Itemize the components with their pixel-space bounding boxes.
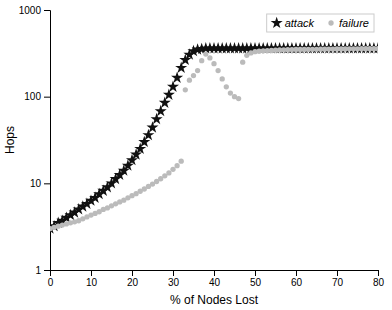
tick-mark — [173, 270, 174, 276]
point — [183, 87, 188, 92]
tick: 1000 — [19, 5, 50, 16]
point — [191, 73, 196, 78]
tick-label: 10 — [86, 277, 98, 288]
plot: 0 10 20 30 40 50 60 70 80 1 10 100 1000 attack failure — [19, 5, 385, 288]
tick-label: 1000 — [19, 5, 42, 16]
tick-label: 80 — [373, 277, 385, 288]
x-axis-title: % of Nodes Lost — [170, 293, 259, 307]
point — [228, 90, 233, 95]
y-axis-title: Hops — [3, 126, 17, 154]
point — [220, 76, 225, 81]
point — [375, 46, 378, 51]
point — [203, 51, 208, 56]
tick: 10 — [86, 270, 98, 288]
tick: 40 — [209, 270, 221, 288]
point — [159, 96, 171, 107]
tick: 80 — [373, 270, 385, 288]
legend-box — [267, 14, 374, 32]
legend-item: failure — [328, 17, 369, 29]
tick-mark — [214, 270, 215, 276]
tick-mark — [44, 270, 50, 271]
point — [155, 105, 167, 116]
point — [372, 42, 378, 53]
point — [179, 159, 184, 164]
point — [215, 68, 220, 73]
tick: 1 — [35, 265, 50, 276]
tick: 60 — [291, 270, 303, 288]
tick: 0 — [48, 270, 54, 288]
tick-mark — [296, 270, 297, 276]
point — [163, 88, 175, 99]
tick-mark — [337, 270, 338, 276]
legend: attack failure — [267, 14, 374, 32]
x-axis: 0 10 20 30 40 50 60 70 80 — [48, 270, 385, 288]
tick-label: 0 — [48, 277, 54, 288]
point — [171, 71, 183, 82]
point — [174, 163, 179, 168]
tick-label: 1 — [35, 265, 41, 276]
y-axis: 1 10 100 1000 — [19, 5, 51, 276]
legend-symbol — [328, 20, 333, 25]
tick-label: 30 — [168, 277, 180, 288]
legend-label: attack — [285, 17, 315, 29]
legend-symbol — [271, 17, 283, 28]
tick: 70 — [332, 270, 344, 288]
point — [199, 58, 204, 63]
tick: 10 — [30, 178, 50, 189]
tick-label: 40 — [209, 277, 221, 288]
point — [195, 68, 200, 73]
chart: 0 10 20 30 40 50 60 70 80 1 10 100 1000 attack failure… — [0, 0, 392, 310]
tick-label: 10 — [30, 178, 42, 189]
tick: 50 — [250, 270, 262, 288]
point — [175, 62, 187, 73]
tick: 20 — [127, 270, 139, 288]
tick: 30 — [168, 270, 180, 288]
tick-label: 20 — [127, 277, 139, 288]
point — [240, 60, 245, 65]
tick-mark — [44, 10, 50, 11]
tick-mark — [255, 270, 256, 276]
tick-mark — [132, 270, 133, 276]
point — [146, 121, 158, 132]
tick-label: 50 — [250, 277, 262, 288]
point — [167, 80, 179, 91]
tick-mark — [378, 270, 379, 276]
tick-mark — [91, 270, 92, 276]
point — [207, 55, 212, 60]
point — [142, 129, 154, 140]
axis-line — [44, 11, 51, 271]
marks — [50, 42, 378, 234]
point — [166, 170, 171, 175]
axis-line — [51, 271, 379, 277]
tick-label: 70 — [332, 277, 344, 288]
tick-mark — [44, 97, 50, 98]
point — [187, 78, 192, 83]
series — [50, 46, 378, 231]
tick-label: 100 — [24, 91, 41, 102]
series — [50, 42, 378, 234]
legend-item: attack — [271, 17, 315, 29]
point — [236, 96, 241, 101]
point — [224, 84, 229, 89]
point — [211, 61, 216, 66]
point — [151, 113, 163, 124]
legend-label: failure — [339, 17, 369, 29]
point — [170, 167, 175, 172]
tick-mark — [44, 183, 50, 184]
tick-label: 60 — [291, 277, 303, 288]
tick: 100 — [24, 91, 50, 102]
